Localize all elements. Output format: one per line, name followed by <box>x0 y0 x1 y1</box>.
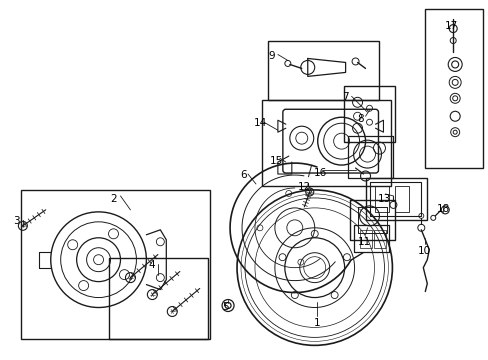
Text: 13: 13 <box>377 194 390 204</box>
Text: 17: 17 <box>444 21 458 31</box>
Bar <box>375 186 388 212</box>
Bar <box>374 230 386 248</box>
Text: 2: 2 <box>110 194 117 204</box>
Text: 3: 3 <box>13 216 20 226</box>
Bar <box>343 86 395 142</box>
Bar <box>108 258 208 339</box>
Text: 10: 10 <box>416 246 429 256</box>
Text: 14: 14 <box>253 118 266 128</box>
Text: 12: 12 <box>297 182 310 192</box>
Bar <box>425 9 482 168</box>
Bar <box>21 190 210 339</box>
Text: 15: 15 <box>269 156 283 166</box>
Text: 16: 16 <box>313 168 326 178</box>
Text: 8: 8 <box>357 114 364 124</box>
Text: 1: 1 <box>313 319 319 328</box>
Bar <box>262 100 390 186</box>
Bar <box>267 41 379 100</box>
Text: 11: 11 <box>357 237 370 247</box>
Text: 18: 18 <box>436 204 449 214</box>
Text: 5: 5 <box>222 302 228 311</box>
Text: 7: 7 <box>342 92 348 102</box>
Bar <box>359 230 371 248</box>
Text: 4: 4 <box>148 260 155 270</box>
Text: 9: 9 <box>267 50 274 60</box>
Text: 6: 6 <box>240 170 246 180</box>
Bar <box>395 186 408 212</box>
Bar <box>365 178 427 220</box>
